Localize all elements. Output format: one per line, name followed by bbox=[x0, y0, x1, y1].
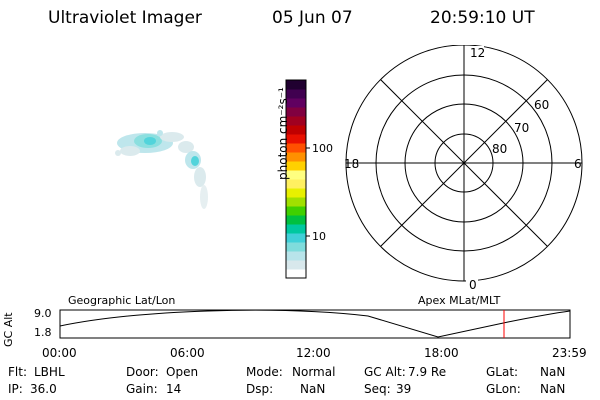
colorbar-tick-10: 10 bbox=[312, 230, 326, 243]
seq-value: 39 bbox=[396, 382, 412, 396]
lat-label-70: 70 bbox=[514, 121, 529, 135]
gain-value: 14 bbox=[166, 382, 182, 396]
mlt-label-18: 18 bbox=[344, 157, 359, 171]
colorbar-band bbox=[286, 116, 306, 126]
colorbar-band bbox=[286, 125, 306, 135]
polar-plot: 12 0 18 6 60 70 80 bbox=[344, 45, 583, 292]
time-tick-3: 18:00 bbox=[424, 346, 459, 360]
colorbar-band bbox=[286, 170, 306, 180]
altitude-ylabel: GC Alt bbox=[2, 312, 15, 347]
mlt-label-6: 6 bbox=[574, 157, 582, 171]
door-value: Open bbox=[166, 365, 199, 379]
gain-key: Gain: bbox=[126, 382, 158, 396]
mlt-label-0: 0 bbox=[469, 278, 477, 292]
colorbar-band bbox=[286, 161, 306, 171]
glon-value: NaN bbox=[540, 382, 566, 396]
dsp-value: NaN bbox=[300, 382, 326, 396]
ip-value: 36.0 bbox=[30, 382, 57, 396]
lat-label-60: 60 bbox=[534, 98, 549, 112]
colorbar-band bbox=[286, 143, 306, 153]
lat-label-80: 80 bbox=[492, 142, 507, 156]
time-label: 20:59:10 UT bbox=[430, 8, 535, 28]
auroral-image bbox=[115, 130, 208, 209]
colorbar-band bbox=[286, 80, 306, 90]
colorbar-band bbox=[286, 233, 306, 243]
apex-title: Apex MLat/MLT bbox=[418, 294, 501, 307]
colorbar-band bbox=[286, 269, 306, 279]
flt-key: Flt: bbox=[8, 365, 27, 379]
altitude-ymin: 1.8 bbox=[34, 326, 52, 339]
colorbar-band bbox=[286, 98, 306, 108]
colorbar-tick-100: 100 bbox=[312, 142, 333, 155]
colorbar-band bbox=[286, 188, 306, 198]
colorbar-band bbox=[286, 260, 306, 270]
instrument-title: Ultraviolet Imager bbox=[48, 8, 202, 28]
colorbar-band bbox=[286, 107, 306, 117]
seq-key: Seq: bbox=[364, 382, 391, 396]
colorbar-band bbox=[286, 179, 306, 189]
colorbar-band bbox=[286, 152, 306, 162]
time-tick-0: 00:00 bbox=[42, 346, 77, 360]
colorbar-band bbox=[286, 134, 306, 144]
time-tick-2: 12:00 bbox=[296, 346, 331, 360]
time-tick-4: 23:59 bbox=[552, 346, 587, 360]
colorbar-band bbox=[286, 242, 306, 252]
altitude-plot bbox=[59, 309, 571, 339]
colorbar-band bbox=[286, 89, 306, 99]
colorbar: 100 10 bbox=[285, 79, 333, 279]
time-tick-1: 06:00 bbox=[170, 346, 205, 360]
colorbar-band bbox=[286, 224, 306, 234]
glon-key: GLon: bbox=[486, 382, 521, 396]
glat-value: NaN bbox=[540, 365, 566, 379]
mode-value: Normal bbox=[292, 365, 336, 379]
gcalt-key: GC Alt: bbox=[364, 365, 406, 379]
gcalt-value: 7.9 Re bbox=[408, 365, 447, 379]
colorbar-label: photon cm⁻²s⁻¹ bbox=[276, 87, 290, 180]
mlt-label-12: 12 bbox=[470, 46, 485, 60]
colorbar-band bbox=[286, 215, 306, 225]
ip-key: IP: bbox=[8, 382, 23, 396]
mode-key: Mode: bbox=[246, 365, 283, 379]
geographic-title: Geographic Lat/Lon bbox=[68, 294, 176, 307]
date-label: 05 Jun 07 bbox=[272, 8, 353, 28]
flt-value: LBHL bbox=[34, 365, 65, 379]
colorbar-band bbox=[286, 251, 306, 261]
dsp-key: Dsp: bbox=[246, 382, 274, 396]
altitude-ymax: 9.0 bbox=[34, 307, 52, 320]
glat-key: GLat: bbox=[486, 365, 519, 379]
colorbar-band bbox=[286, 197, 306, 207]
colorbar-band bbox=[286, 206, 306, 216]
door-key: Door: bbox=[126, 365, 159, 379]
